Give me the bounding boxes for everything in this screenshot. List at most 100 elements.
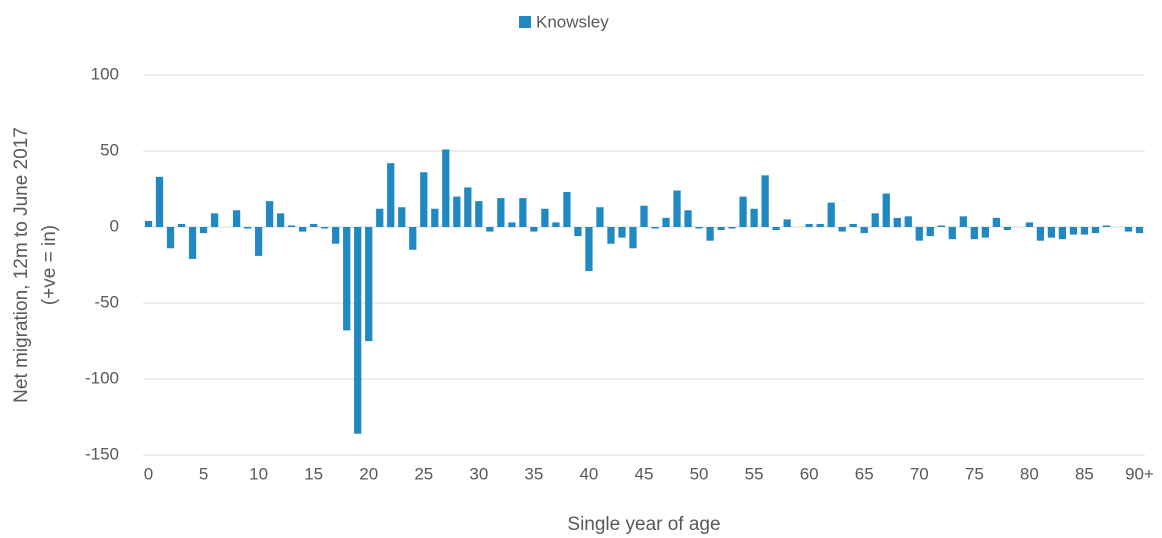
y-tick-label: -50 bbox=[94, 292, 119, 311]
bar bbox=[1069, 227, 1078, 235]
bar bbox=[420, 172, 428, 227]
bar bbox=[519, 198, 527, 227]
bar bbox=[860, 227, 868, 234]
bar bbox=[541, 208, 549, 227]
x-tick-label: 85 bbox=[1075, 464, 1094, 483]
y-tick-label: -100 bbox=[85, 368, 119, 387]
bar bbox=[144, 220, 153, 227]
bar bbox=[343, 227, 351, 331]
y-tick-label: 50 bbox=[100, 140, 119, 159]
bar bbox=[585, 227, 593, 272]
x-tick-label: 55 bbox=[745, 464, 764, 483]
bar bbox=[651, 227, 659, 229]
bar bbox=[728, 227, 736, 229]
bar bbox=[1124, 227, 1133, 232]
bar bbox=[607, 227, 615, 244]
bar bbox=[177, 223, 186, 227]
bar bbox=[365, 227, 373, 341]
bar bbox=[409, 227, 417, 250]
bar bbox=[915, 227, 923, 241]
x-tick-label: 10 bbox=[249, 464, 268, 483]
legend-swatch bbox=[519, 16, 531, 28]
bar bbox=[640, 205, 648, 227]
bar bbox=[1102, 225, 1111, 227]
bar bbox=[1080, 227, 1089, 235]
bar bbox=[992, 217, 1000, 227]
bar bbox=[695, 227, 703, 229]
y-axis-label: (+ve = in) bbox=[39, 225, 60, 305]
bar bbox=[948, 227, 956, 240]
x-axis-label: Single year of age bbox=[567, 514, 720, 535]
bar bbox=[199, 227, 208, 234]
bar bbox=[497, 198, 505, 227]
bar bbox=[1135, 227, 1144, 234]
bar bbox=[1091, 227, 1100, 234]
bar bbox=[574, 227, 582, 237]
bar bbox=[750, 208, 758, 227]
bar bbox=[155, 176, 164, 227]
x-tick-label: 0 bbox=[144, 464, 153, 483]
bar bbox=[673, 190, 681, 227]
bar bbox=[805, 223, 813, 227]
bar bbox=[970, 227, 978, 240]
bar bbox=[210, 213, 219, 227]
bar bbox=[1003, 227, 1011, 231]
bar bbox=[761, 175, 769, 227]
bar bbox=[827, 202, 835, 227]
bar bbox=[706, 227, 714, 241]
bar bbox=[277, 213, 285, 227]
y-tick-label: 100 bbox=[91, 64, 119, 83]
x-tick-label: 40 bbox=[579, 464, 598, 483]
bar bbox=[563, 192, 571, 227]
bar bbox=[662, 217, 670, 227]
bar bbox=[232, 210, 241, 227]
bar bbox=[508, 222, 516, 227]
x-tick-label: 75 bbox=[965, 464, 984, 483]
bar bbox=[618, 227, 626, 238]
bar bbox=[871, 213, 879, 227]
bar bbox=[904, 216, 912, 227]
bar bbox=[431, 208, 439, 227]
bar bbox=[849, 223, 857, 227]
bar bbox=[288, 225, 296, 227]
bar bbox=[310, 223, 318, 227]
x-tick-label: 60 bbox=[800, 464, 819, 483]
bar bbox=[453, 196, 461, 227]
y-tick-label: 0 bbox=[110, 216, 119, 235]
y-axis-label: Net migration, 12m to June 2017 bbox=[11, 127, 32, 403]
x-tick-label: 5 bbox=[199, 464, 208, 483]
bar bbox=[783, 219, 791, 227]
legend-label: Knowsley bbox=[536, 12, 609, 31]
bar bbox=[772, 227, 780, 231]
bar bbox=[1036, 227, 1045, 241]
bar bbox=[530, 227, 538, 232]
bar bbox=[442, 149, 450, 227]
bar bbox=[552, 222, 560, 227]
x-tick-label: 90+ bbox=[1125, 464, 1154, 483]
bar bbox=[893, 217, 901, 227]
bar bbox=[398, 207, 406, 227]
bar bbox=[882, 193, 890, 227]
bar bbox=[838, 227, 846, 232]
bar bbox=[1025, 222, 1034, 227]
bar bbox=[254, 227, 263, 256]
x-tick-label: 20 bbox=[359, 464, 378, 483]
bar bbox=[959, 216, 967, 227]
x-tick-label: 65 bbox=[855, 464, 874, 483]
bar bbox=[926, 227, 934, 237]
bar bbox=[376, 208, 384, 227]
bar bbox=[1047, 227, 1056, 238]
x-tick-label: 15 bbox=[304, 464, 323, 483]
y-tick-label: -150 bbox=[85, 444, 119, 463]
bar bbox=[1058, 227, 1067, 240]
x-tick-label: 30 bbox=[469, 464, 488, 483]
bar bbox=[387, 163, 395, 227]
bar bbox=[243, 227, 252, 229]
bar bbox=[739, 196, 747, 227]
bar bbox=[464, 187, 472, 227]
bar bbox=[937, 225, 945, 227]
bar bbox=[475, 201, 483, 227]
bar bbox=[354, 227, 362, 434]
x-tick-label: 70 bbox=[910, 464, 929, 483]
